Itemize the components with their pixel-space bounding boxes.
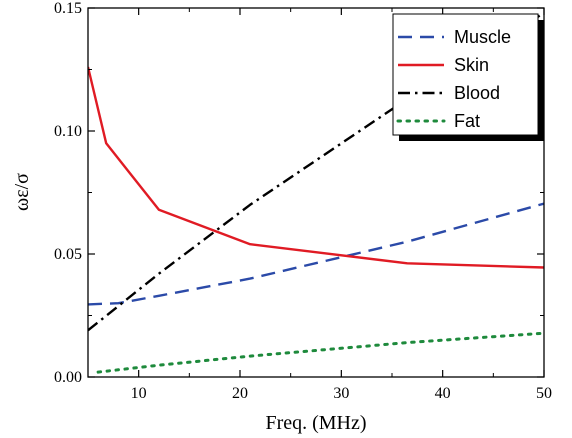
legend-label-muscle: Muscle: [454, 27, 511, 47]
y-tick-label: 0.10: [54, 123, 82, 140]
y-axis-title: ωε/σ: [11, 173, 33, 211]
ticks-layer: 10 20 30 40 50 0.00 0.05 0.10 0.15: [54, 0, 552, 402]
legend-entries: Muscle Skin Blood Fat: [396, 27, 511, 131]
series-muscle-line: [88, 202, 544, 306]
y-tick-label: 0.15: [54, 0, 82, 17]
x-tick-label: 30: [333, 385, 349, 402]
legend-label-fat: Fat: [454, 111, 480, 131]
series-skin-line: [88, 66, 544, 269]
legend-label-skin: Skin: [454, 55, 489, 75]
legend: Muscle Skin Blood Fat: [392, 13, 544, 141]
x-axis-title: Freq. (MHz): [265, 412, 366, 434]
x-tick-label: 20: [232, 385, 248, 402]
series-fat-line: [96, 331, 544, 374]
legend-label-blood: Blood: [454, 83, 500, 103]
legend-box: [392, 13, 539, 136]
y-tick-label: 0.00: [54, 369, 82, 386]
x-tick-label: 10: [131, 385, 147, 402]
y-tick-label: 0.05: [54, 246, 82, 263]
x-tick-label: 40: [435, 385, 451, 402]
x-tick-label: 50: [536, 385, 552, 402]
